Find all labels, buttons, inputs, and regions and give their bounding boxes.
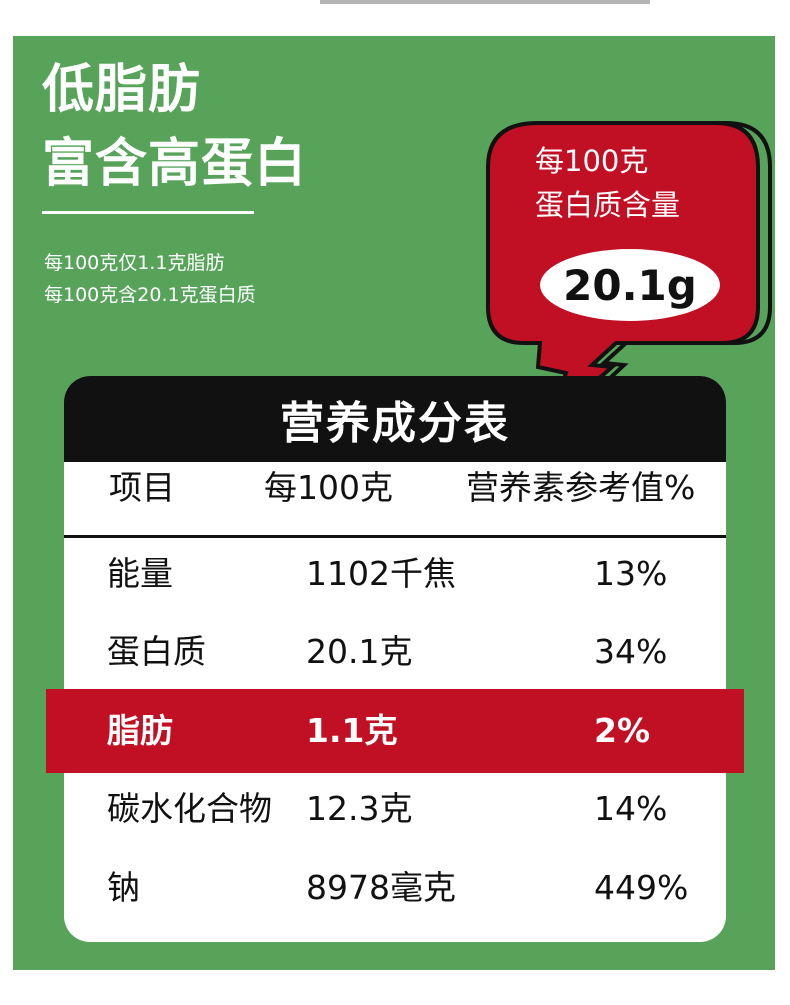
column-header-item: 项目 (109, 468, 175, 507)
table-row-per100: 8978毫克 (306, 868, 456, 907)
fat-note: 每100克仅1.1克脂肪 (44, 252, 225, 274)
headline-line-1: 低脂肪 (42, 60, 202, 120)
table-row-per100: 12.3克 (306, 789, 413, 828)
table-row-item: 碳水化合物 (107, 789, 272, 828)
speech-bubble-icon (486, 121, 772, 430)
column-header-nrv: 营养素参考值% (466, 468, 696, 507)
column-header-per100: 每100克 (264, 468, 393, 507)
table-row-item: 脂肪 (107, 711, 173, 750)
highlight-row-bar (46, 689, 744, 773)
headline-underline (42, 211, 254, 214)
table-row-per100: 1.1克 (306, 711, 398, 750)
protein-note: 每100克含20.1克蛋白质 (44, 284, 256, 306)
bubble-line-1: 每100克 (535, 144, 649, 178)
table-row-item: 蛋白质 (107, 632, 206, 671)
table-header-bar: 营养成分表 (64, 376, 726, 462)
top-divider (320, 0, 650, 4)
table-row-nrv: 34% (594, 632, 668, 671)
headline-line-2: 富含高蛋白 (42, 134, 308, 194)
nutrition-table: 营养成分表 (64, 376, 726, 942)
table-row-per100: 20.1克 (306, 632, 413, 671)
table-row-item: 钠 (107, 868, 140, 907)
table-row-nrv: 13% (594, 554, 668, 593)
protein-value: 20.1g (563, 260, 697, 310)
table-row-nrv: 2% (594, 711, 651, 750)
table-row-per100: 1102千焦 (306, 554, 456, 593)
table-row-nrv: 449% (594, 868, 689, 907)
table-row-nrv: 14% (594, 789, 668, 828)
header-divider (64, 535, 726, 538)
table-title: 营养成分表 (280, 398, 510, 449)
table-row-item: 能量 (107, 554, 173, 593)
bubble-line-2: 蛋白质含量 (535, 188, 681, 222)
